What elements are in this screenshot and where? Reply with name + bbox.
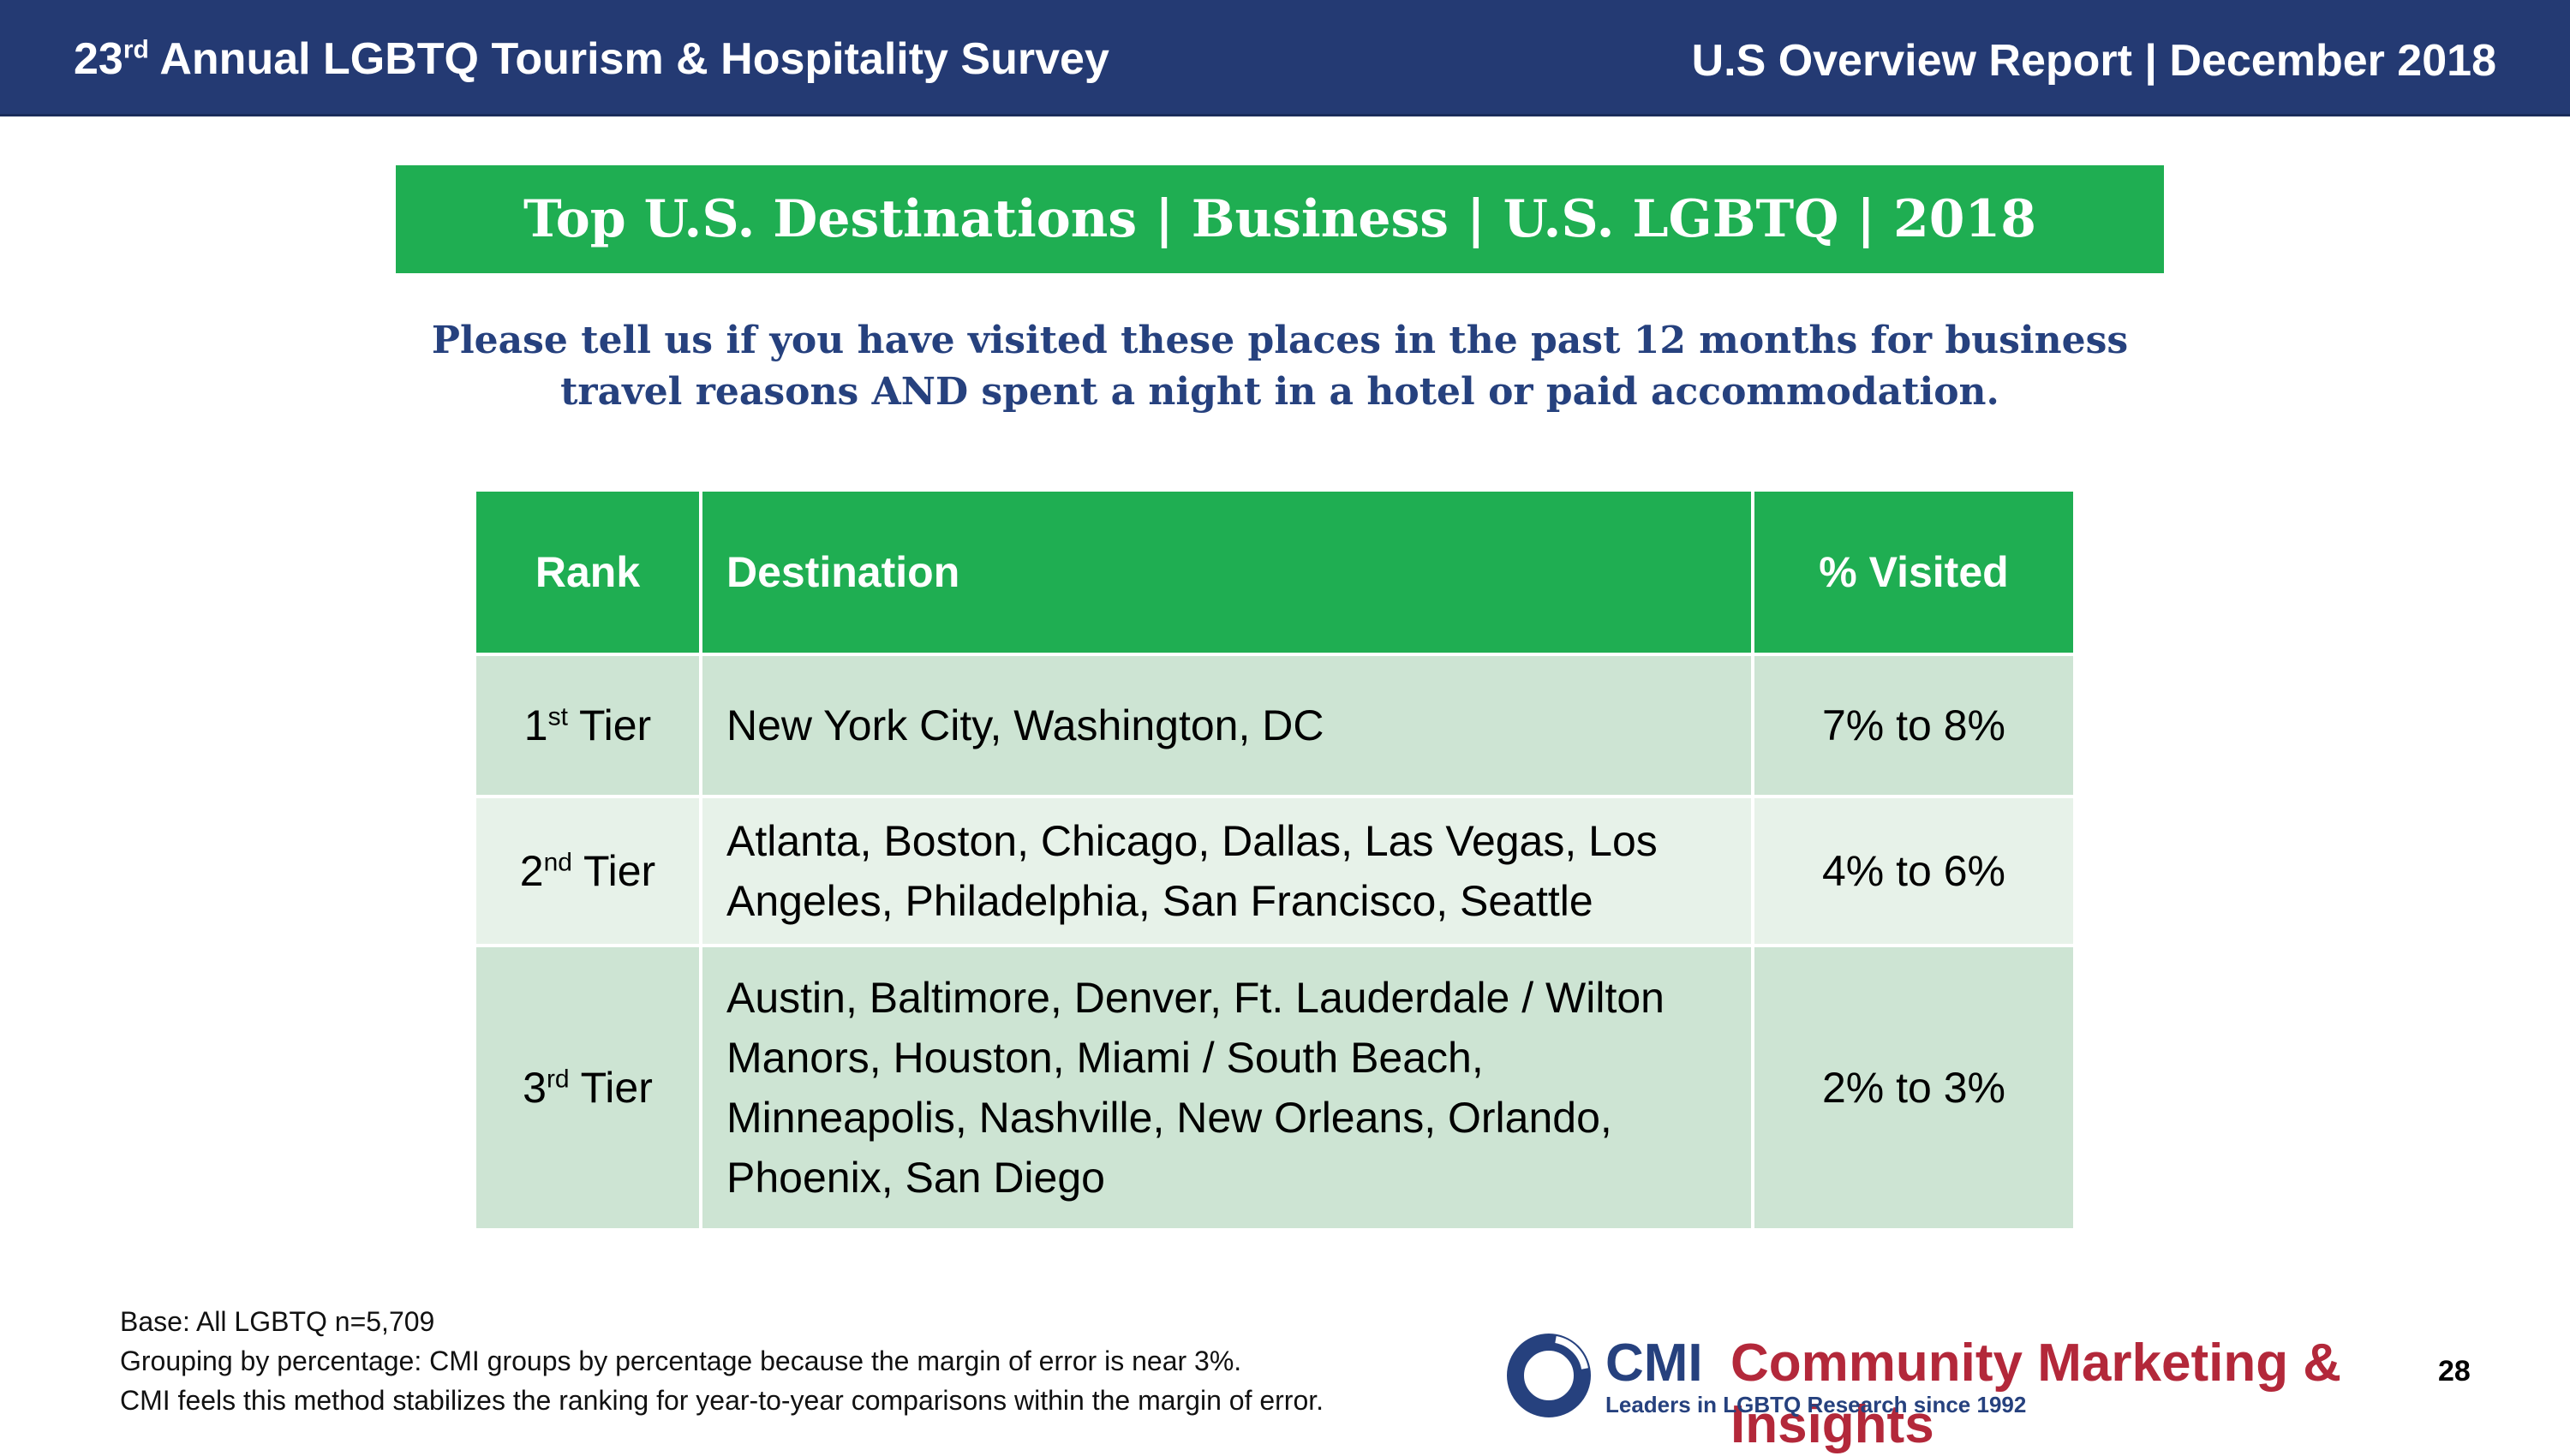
cmi-logo: CMI Community Marketing & Insights Leade… <box>1506 1333 2388 1454</box>
footnote-base: Base: All LGBTQ n=5,709 <box>120 1306 435 1337</box>
slide-title-banner: Top U.S. Destinations | Business | U.S. … <box>396 165 2164 273</box>
survey-question: Please tell us if you have visited these… <box>431 319 2129 414</box>
column-header-visited: % Visited <box>1751 488 2077 656</box>
survey-title: 23rd Annual LGBTQ Tourism & Hospitality … <box>74 34 1109 84</box>
column-header-rank: Rank <box>473 488 702 656</box>
logo-tagline: Leaders in LGBTQ Research since 1992 <box>1605 1392 2027 1417</box>
logo-abbr: CMI <box>1605 1334 1703 1393</box>
destination-cell: Atlanta, Boston, Chicago, Dallas, Las Ve… <box>699 795 1754 947</box>
table-row: 1st Tier New York City, Washington, DC 7… <box>473 653 2077 798</box>
header-bar: 23rd Annual LGBTQ Tourism & Hospitality … <box>0 0 2570 116</box>
footnote: Base: All LGBTQ n=5,709 Grouping by perc… <box>120 1302 1324 1420</box>
footnote-grouping: Grouping by percentage: CMI groups by pe… <box>120 1346 1242 1376</box>
logo-company-name: Community Marketing & Insights <box>1730 1334 2342 1454</box>
visited-cell: 4% to 6% <box>1751 795 2077 947</box>
footnote-method: CMI feels this method stabilizes the ran… <box>120 1385 1324 1416</box>
slide-title: Top U.S. Destinations | Business | U.S. … <box>523 189 2036 249</box>
rank-cell: 1st Tier <box>473 653 702 798</box>
column-header-destination: Destination <box>699 488 1754 656</box>
table-header-row: Rank Destination % Visited <box>473 488 2077 656</box>
table-row: 3rd Tier Austin, Baltimore, Denver, Ft. … <box>473 944 2077 1232</box>
table-row: 2nd Tier Atlanta, Boston, Chicago, Dalla… <box>473 795 2077 947</box>
destinations-table: Rank Destination % Visited 1st Tier New … <box>473 488 2077 1232</box>
cmi-logo-icon <box>1507 1334 1591 1417</box>
report-label: U.S Overview Report | December 2018 <box>1691 36 2496 86</box>
visited-cell: 7% to 8% <box>1751 653 2077 798</box>
visited-cell: 2% to 3% <box>1751 944 2077 1232</box>
page-number: 28 <box>2438 1355 2471 1387</box>
destination-cell: Austin, Baltimore, Denver, Ft. Lauderdal… <box>699 944 1754 1232</box>
destination-cell: New York City, Washington, DC <box>699 653 1754 798</box>
rank-cell: 2nd Tier <box>473 795 702 947</box>
rank-cell: 3rd Tier <box>473 944 702 1232</box>
